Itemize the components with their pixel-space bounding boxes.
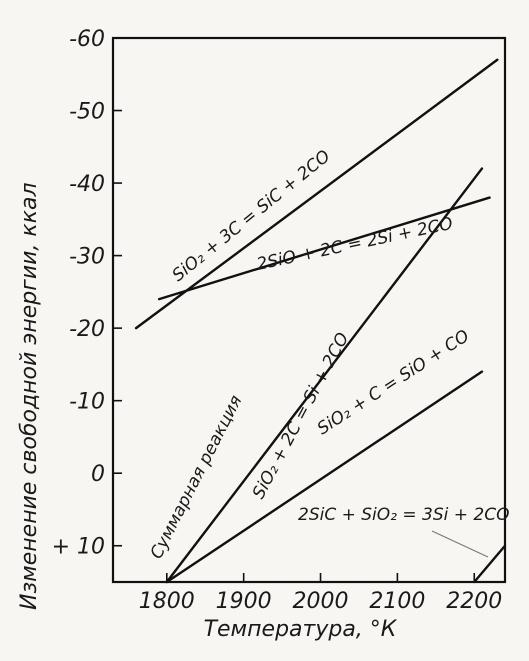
x-tick-label: 1900	[216, 589, 272, 614]
series-line-5	[473, 544, 507, 584]
x-tick-label: 1800	[139, 589, 195, 614]
series-line-3	[165, 167, 484, 584]
y-tick-label: -20	[69, 317, 105, 342]
y-tick-label: -50	[69, 100, 105, 125]
series-line-2	[157, 196, 491, 301]
label-summary-reaction: Суммарная реакция	[147, 392, 247, 562]
y-tick-label: + 10	[52, 535, 105, 560]
series-line-4	[165, 370, 484, 584]
y-tick-label: -60	[69, 27, 105, 52]
leader-line-2sic	[431, 530, 489, 558]
y-tick-label: 0	[91, 462, 105, 487]
x-tick-label: 2200	[446, 589, 502, 614]
series-line-1	[134, 58, 499, 330]
x-tick-label: 2000	[293, 589, 349, 614]
label-reaction-sio2-3c: SiO₂ + 3C = SiC + 2CO	[169, 146, 335, 286]
plot-frame	[111, 36, 507, 584]
label-reaction-2sic-sio2: 2SiC + SiO₂ = 3Si + 2CO	[298, 505, 509, 525]
y-tick-label: -30	[69, 245, 105, 270]
x-tick-label: 2100	[369, 589, 425, 614]
x-axis-title: Температура, °К	[204, 617, 398, 642]
y-tick-label: -10	[69, 390, 105, 415]
y-axis-title: Изменение свободной энергии, ккал	[17, 182, 42, 610]
y-tick-label: -40	[69, 172, 105, 197]
